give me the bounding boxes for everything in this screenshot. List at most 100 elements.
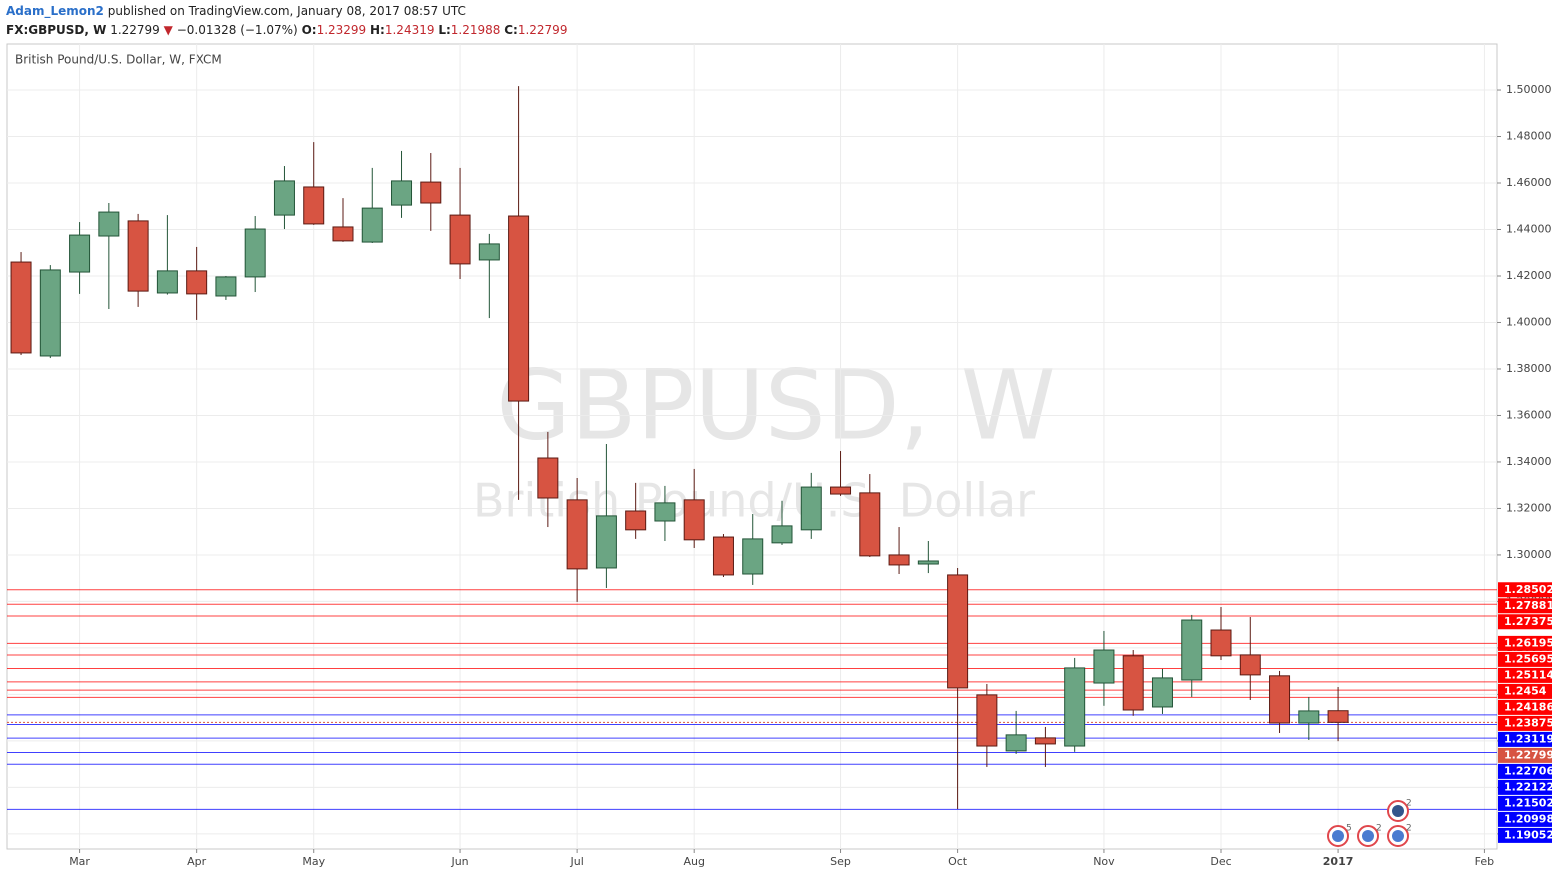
price-label-bg <box>1498 598 1552 614</box>
o-label: O: <box>301 23 317 37</box>
h-label: H: <box>370 23 385 37</box>
change: −0.01328 (−1.07%) <box>176 23 298 37</box>
candle-body <box>1298 710 1320 724</box>
event-count: 5 <box>1346 824 1352 834</box>
candle-body <box>712 536 734 576</box>
candle-body <box>742 538 764 575</box>
price-label-bg <box>1498 715 1552 731</box>
price-label-bg <box>1498 582 1552 598</box>
price-label-bg <box>1498 683 1552 699</box>
event-icon-core <box>1392 805 1404 817</box>
price-label: 1.21502 <box>1504 796 1554 809</box>
h-value: 1.24319 <box>384 23 435 37</box>
candle-body <box>683 499 705 541</box>
price-label: 1.23875 <box>1504 716 1554 729</box>
candle-body <box>1064 667 1086 747</box>
y-tick-label: 1.48000 <box>1506 130 1552 143</box>
price-label: 1.27375 <box>1504 615 1554 628</box>
candle-body <box>303 186 325 225</box>
candle-body <box>1269 675 1291 724</box>
c-value: 1.22799 <box>517 23 568 37</box>
price-label: 1.25114 <box>1504 668 1554 681</box>
candle-body <box>1210 629 1232 657</box>
price-label-bg <box>1498 779 1552 795</box>
x-tick-label: Mar <box>69 855 90 868</box>
candle-body <box>1151 677 1173 708</box>
quote-line: FX:GBPUSD, W 1.22799 ▼ −0.01328 (−1.07%)… <box>6 21 567 40</box>
price-label: 1.20998 <box>1504 812 1554 825</box>
x-tick-label: Dec <box>1210 855 1231 868</box>
c-label: C: <box>504 23 518 37</box>
candle-body <box>566 499 588 570</box>
y-tick-label: 1.36000 <box>1506 408 1552 421</box>
x-tick-label: Nov <box>1093 855 1115 868</box>
price-label-bg <box>1498 763 1552 779</box>
y-tick-label: 1.46000 <box>1506 176 1552 189</box>
candle-body <box>976 694 998 747</box>
price-label-bg <box>1498 635 1552 651</box>
price-label-bg <box>1498 731 1552 747</box>
candle-body <box>917 560 939 565</box>
price-label: 1.2454 <box>1504 684 1547 697</box>
price-label-bg <box>1498 667 1552 683</box>
candle-body <box>39 269 61 357</box>
event-count: 2 <box>1376 824 1382 834</box>
candle-body <box>800 486 822 531</box>
x-tick-label: Feb <box>1475 855 1494 868</box>
candle-body <box>1327 710 1349 723</box>
price-label: 1.22799 <box>1504 748 1554 761</box>
candle-body <box>273 180 295 216</box>
candle-body <box>186 270 208 295</box>
price-label-bg <box>1498 795 1552 811</box>
price-label: 1.26195 <box>1504 636 1554 649</box>
x-tick-label: 2017 <box>1323 855 1354 868</box>
price-label: 1.22706 <box>1504 764 1554 777</box>
candle-body <box>947 574 969 689</box>
candle-body <box>127 220 149 292</box>
candle-body <box>1005 734 1027 752</box>
x-tick-label: Oct <box>948 855 968 868</box>
price-label-bg <box>1498 651 1552 667</box>
price-label: 1.25695 <box>1504 652 1554 665</box>
price-label-bg <box>1498 811 1552 827</box>
y-tick-label: 1.42000 <box>1506 269 1552 282</box>
author[interactable]: Adam_Lemon2 <box>6 4 104 18</box>
y-tick-label: 1.38000 <box>1506 362 1552 375</box>
candle-body <box>361 207 383 243</box>
y-tick-label: 1.50000 <box>1506 83 1552 96</box>
down-arrow: ▼ <box>163 23 173 37</box>
y-tick-label: 1.40000 <box>1506 315 1552 328</box>
price-label: 1.19052 <box>1504 828 1554 841</box>
x-tick-label: Aug <box>683 855 704 868</box>
candle-body <box>69 234 91 273</box>
candle-body <box>1122 655 1144 711</box>
price-label-bg <box>1498 699 1552 715</box>
x-tick-label: Jun <box>450 855 468 868</box>
candle-body <box>1239 654 1261 676</box>
event-icon-core <box>1362 830 1374 842</box>
price-label: 1.23119 <box>1504 732 1554 745</box>
event-icon-core <box>1332 830 1344 842</box>
event-icon-core <box>1392 830 1404 842</box>
event-count: 2 <box>1406 799 1412 809</box>
x-tick-label: May <box>302 855 325 868</box>
candle-body <box>10 261 32 354</box>
candle-body <box>830 486 852 495</box>
price-label-bg <box>1498 614 1552 630</box>
candle-body <box>595 515 617 569</box>
candle-body <box>244 228 266 278</box>
published: published on TradingView.com, January 08… <box>107 4 466 18</box>
price-label-bg <box>1498 827 1552 843</box>
price-label-bg <box>1498 747 1552 763</box>
x-tick-label: Sep <box>830 855 851 868</box>
candle-body <box>859 492 881 557</box>
candle-body <box>1093 649 1115 684</box>
o-value: 1.23299 <box>316 23 367 37</box>
candle-body <box>1034 737 1056 745</box>
candle-body <box>625 510 647 531</box>
y-tick-label: 1.32000 <box>1506 501 1552 514</box>
price-label: 1.27881 <box>1504 599 1554 612</box>
publish-line: Adam_Lemon2 published on TradingView.com… <box>6 2 567 21</box>
